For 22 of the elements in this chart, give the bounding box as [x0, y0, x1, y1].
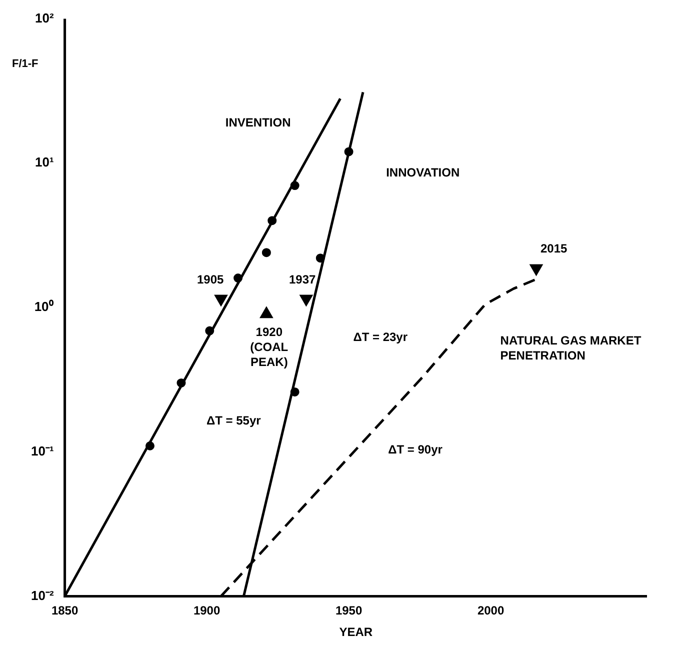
- annotation: 2015: [540, 241, 568, 256]
- annotation: ΔT = 23yr: [353, 330, 408, 344]
- x-tick-label: 1850: [51, 604, 78, 618]
- x-tick-label: 1900: [193, 604, 220, 618]
- y-tick-label: 10²: [34, 10, 54, 26]
- y-tick-label: 10⁰: [34, 299, 54, 314]
- annotation: ΔT = 55yr: [206, 414, 262, 428]
- y-tick-label: 10⁻¹: [30, 443, 54, 458]
- point: [262, 248, 271, 258]
- x-tick-label: 2000: [477, 604, 504, 618]
- annotation: INNOVATION: [386, 165, 460, 180]
- annotation: ΔT = 90yr: [388, 442, 443, 456]
- y-axis-title: F/1-F: [12, 58, 39, 70]
- x-axis-title: YEAR: [339, 625, 373, 640]
- annotation: 1937: [288, 272, 316, 287]
- annotation: 1920 (COAL PEAK): [250, 325, 288, 370]
- y-tick-label: 10⁻²: [30, 588, 54, 603]
- annotation: INVENTION: [225, 116, 291, 130]
- x-tick-label: 1950: [335, 604, 362, 618]
- annotation: NATURAL GAS MARKET PENETRATION: [500, 333, 642, 362]
- y-tick-label: 10¹: [34, 154, 54, 170]
- annotation: 1905: [196, 272, 224, 287]
